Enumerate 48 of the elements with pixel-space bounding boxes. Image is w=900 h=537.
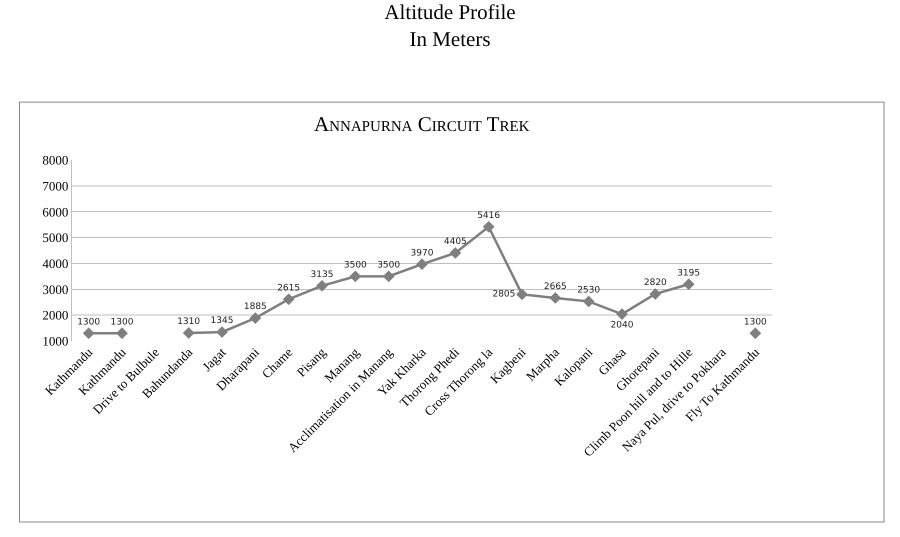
data-label: 2530 <box>577 286 600 296</box>
data-label: 2805 <box>492 290 516 300</box>
point <box>449 247 462 259</box>
point <box>749 327 762 340</box>
data-label: 3500 <box>344 260 368 270</box>
point <box>249 312 262 324</box>
data-label: 1885 <box>244 302 267 312</box>
data-label: 1345 <box>210 316 234 326</box>
chart-title: Altitude Profile In Meters <box>384 0 516 52</box>
point <box>316 280 328 292</box>
data-label: 1300 <box>744 317 768 328</box>
y-tick-label: 3000 <box>42 282 68 297</box>
y-tick-label: 1000 <box>42 334 68 349</box>
point <box>349 270 362 282</box>
point <box>549 292 562 304</box>
y-tick-label: 2000 <box>42 308 68 323</box>
y-tick-label: 7000 <box>42 178 68 194</box>
point <box>616 308 628 320</box>
data-label: 3500 <box>377 260 400 270</box>
data-label: 5416 <box>477 210 500 221</box>
data-label: 3970 <box>410 248 434 258</box>
data-label: 1300 <box>110 317 134 328</box>
point <box>649 288 662 300</box>
point <box>116 327 128 340</box>
y-tick-label: 6000 <box>42 204 68 220</box>
point <box>482 220 495 233</box>
point <box>682 278 695 290</box>
point <box>382 270 395 282</box>
data-label: 4405 <box>444 237 467 248</box>
data-label: 2820 <box>644 278 668 288</box>
data-label: 2615 <box>277 283 300 294</box>
data-label: 2665 <box>544 282 567 292</box>
point <box>582 296 595 308</box>
point <box>82 327 95 340</box>
point <box>282 293 295 306</box>
data-label: 2040 <box>610 320 634 330</box>
data-label: 1300 <box>77 317 100 328</box>
point <box>516 288 528 300</box>
data-label: 3195 <box>677 268 700 278</box>
y-tick-label: 4000 <box>42 256 68 271</box>
point <box>416 258 428 270</box>
point <box>216 326 228 338</box>
y-tick-label: 8000 <box>42 152 68 168</box>
data-label: 1310 <box>177 317 200 328</box>
point <box>182 327 195 339</box>
y-tick-label: 5000 <box>42 230 68 246</box>
chart-subtitle: Annapurna Circuit Trek <box>314 112 530 136</box>
data-label: 3135 <box>310 270 334 280</box>
